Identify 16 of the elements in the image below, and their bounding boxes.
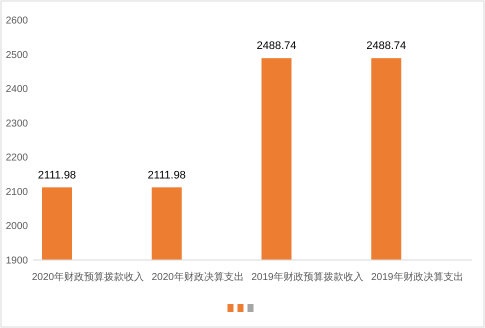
y-tick-label: 2000 bbox=[6, 221, 28, 232]
y-tick-label: 2200 bbox=[6, 152, 28, 164]
data-label: 2488.74 bbox=[366, 40, 406, 52]
y-tick-label: 2500 bbox=[6, 50, 28, 61]
data-label: 2111.98 bbox=[38, 169, 76, 182]
y-tick-label: 2100 bbox=[6, 186, 28, 198]
x-tick-label: 2019年财政预算拨款收入 bbox=[251, 271, 364, 283]
x-tick-label: 2020年财政预算拨款收入 bbox=[32, 271, 144, 283]
y-tick-label: 2400 bbox=[6, 84, 28, 96]
data-label: 2488.74 bbox=[256, 40, 296, 52]
y-tick-label: 2300 bbox=[6, 118, 28, 130]
y-tick-label: 1900 bbox=[6, 256, 28, 266]
x-tick-label: 2019年财政决算支出 bbox=[371, 271, 464, 283]
x-tick-label: 2020年财政决算支出 bbox=[152, 271, 244, 283]
data-label: 2111.98 bbox=[148, 169, 186, 182]
y-tick-label: 2600 bbox=[6, 16, 28, 26]
